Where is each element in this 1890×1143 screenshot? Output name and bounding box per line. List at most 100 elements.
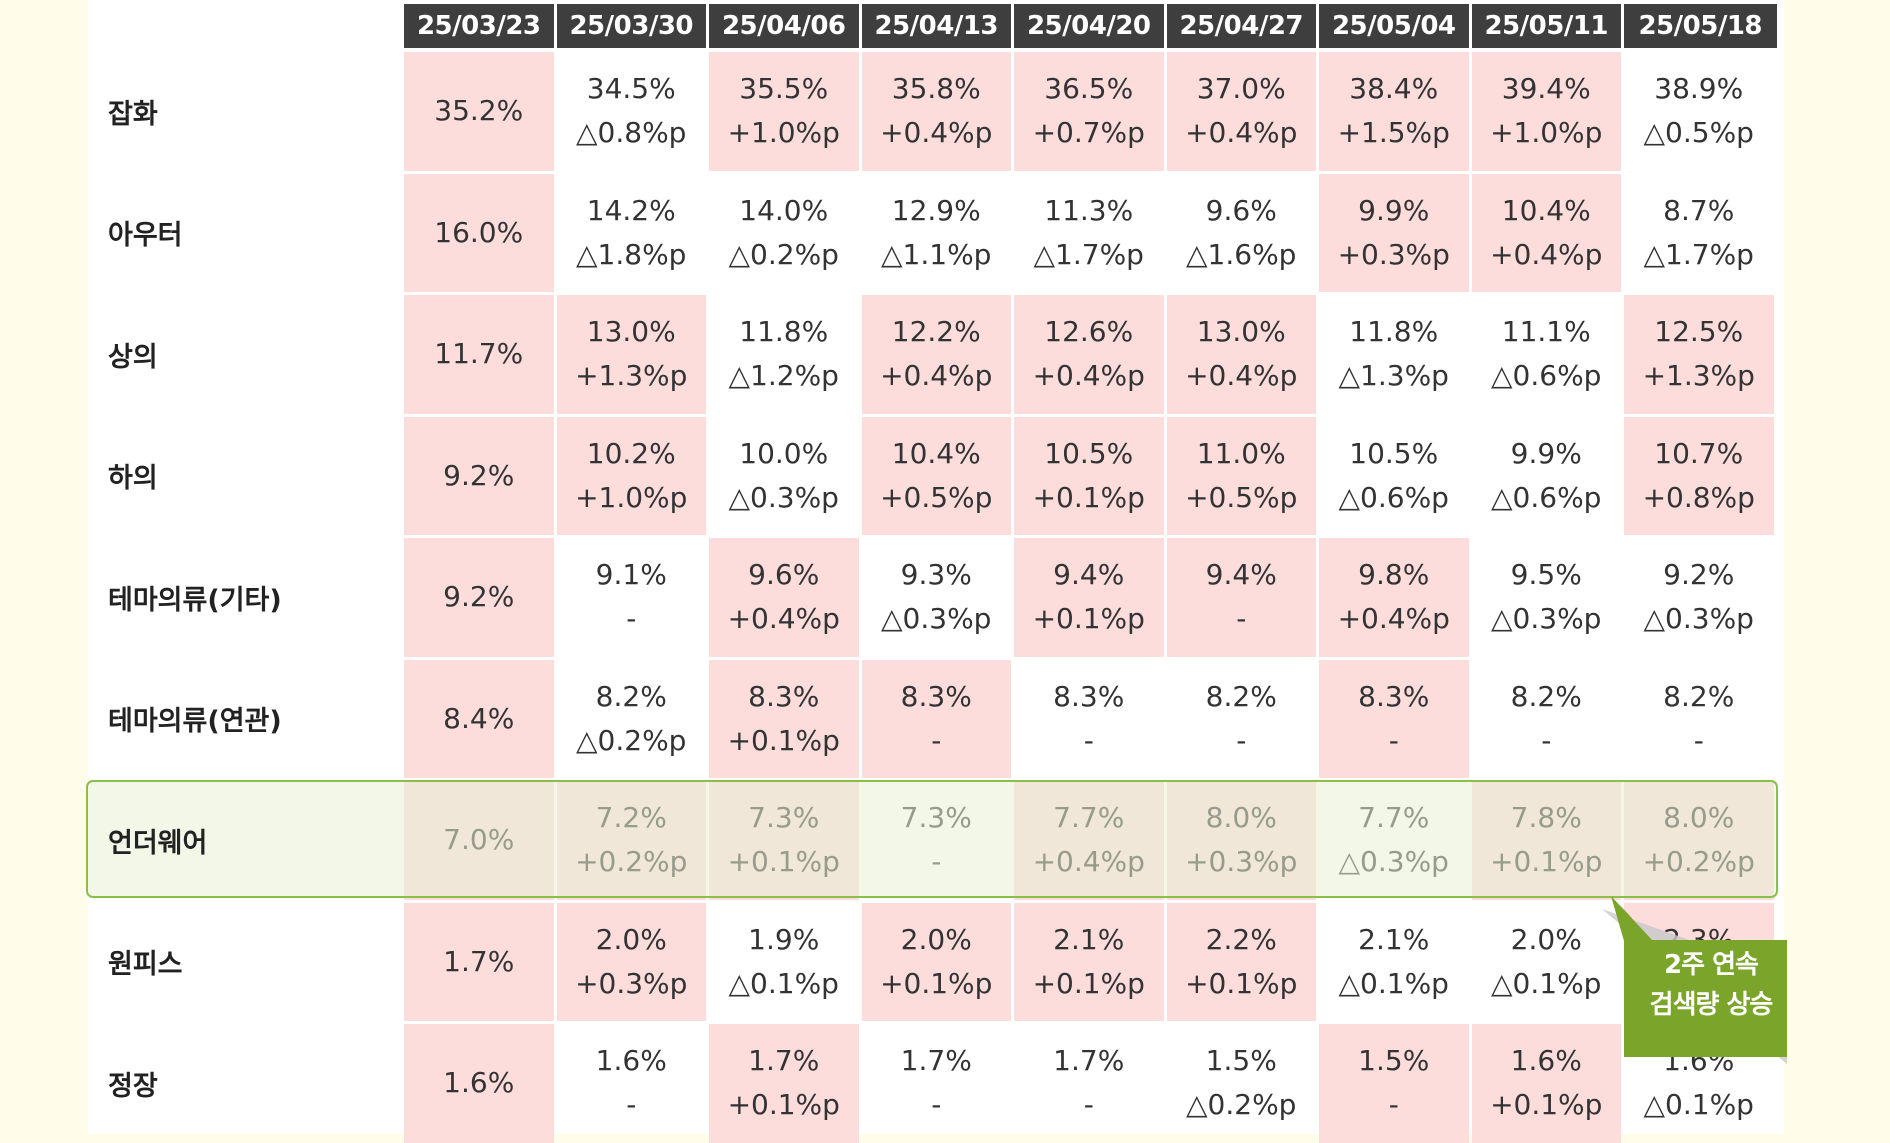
table-cell: 1.5% - [1319, 1024, 1469, 1143]
table-cell: 11.7% [404, 295, 554, 414]
table-cell: 8.7% △1.7%p [1624, 174, 1774, 293]
cell-value: 2.0% [595, 922, 667, 956]
cell-value: 9.2% [443, 458, 515, 492]
cell-change: - [1388, 1088, 1399, 1122]
table-cell: 34.5% △0.8%p [557, 52, 707, 171]
table-cell: 9.3% △0.3%p [862, 538, 1012, 657]
column-header: 25/04/13 [861, 4, 1011, 48]
cell-value: 2.0% [900, 922, 972, 956]
row-label: 상의 [108, 341, 158, 373]
table-cell: 1.5% △0.2%p [1167, 1024, 1317, 1143]
cell-value: 11.8% [739, 315, 829, 349]
cell-change: △0.1%p [1338, 966, 1449, 1000]
cell-change: △1.7%p [1643, 237, 1754, 271]
table-cell: 10.7% +0.8%p [1624, 416, 1774, 535]
cell-change: △1.7%p [1033, 237, 1144, 271]
cell-value: 13.0% [1196, 315, 1286, 349]
cell-change: △0.3%p [728, 480, 839, 514]
cell-change: +1.0%p [575, 480, 688, 514]
cell-change: △0.3%p [1491, 602, 1602, 636]
cell-value: 9.9% [1510, 436, 1582, 470]
cell-value: 1.9% [748, 922, 820, 956]
cell-change: +0.1%p [1032, 966, 1145, 1000]
cell-change: - [931, 723, 942, 757]
table-cell: 1.7% - [862, 1024, 1012, 1143]
cell-change: - [1083, 723, 1094, 757]
cell-change: +1.5%p [1337, 116, 1450, 150]
cell-value: 8.3% [1053, 679, 1125, 713]
row-label: 아우터 [108, 220, 183, 252]
table-cell: 9.4% - [1166, 538, 1316, 657]
table-cell: 9.6% △1.6%p [1167, 174, 1317, 293]
table-cell: 35.2% [404, 52, 554, 171]
cell-change: +0.4%p [1337, 602, 1450, 636]
cell-value: 14.0% [739, 193, 829, 227]
cell-change: - [1693, 723, 1704, 757]
row-label: 테마의류(연관) [108, 706, 282, 738]
table-cell: 11.0% +0.5%p [1166, 416, 1316, 535]
cell-change: +0.4%p [727, 602, 840, 636]
cell-change: △0.2%p [728, 237, 839, 271]
table-cell: 11.8% △1.3%p [1319, 295, 1469, 414]
callout-badge: 2주 연속 검색량 상승 [1602, 895, 1787, 1067]
table-cell: 10.5% △0.6%p [1319, 417, 1469, 536]
cell-change: △1.6%p [1186, 237, 1297, 271]
cell-value: 1.5% [1358, 1044, 1430, 1078]
cell-change: +0.4%p [880, 359, 993, 393]
table-cell: 2.1% +0.1%p [1014, 902, 1164, 1021]
cell-change: △1.2%p [728, 359, 839, 393]
cell-value: 1.7% [1053, 1044, 1125, 1078]
table-cell: 9.9% +0.3%p [1319, 173, 1469, 292]
cell-value: 9.1% [595, 558, 667, 592]
cell-value: 9.4% [1053, 558, 1125, 592]
table-cell: 8.2% - [1624, 660, 1774, 779]
cell-change: △0.8%p [576, 116, 687, 150]
table-cell: 13.0% +0.4%p [1166, 295, 1316, 414]
cell-value: 2.0% [1510, 922, 1582, 956]
cell-value: 9.2% [1663, 558, 1735, 592]
cell-change: +0.4%p [1185, 359, 1298, 393]
table-cell: 14.2% △1.8%p [557, 174, 707, 293]
callout-line-1: 2주 연속 [1664, 950, 1759, 980]
cell-change: +0.1%p [1032, 480, 1145, 514]
table-cell: 11.1% △0.6%p [1472, 295, 1622, 414]
table-cell: 13.0% +1.3%p [556, 295, 706, 414]
row-label: 정장 [108, 1070, 158, 1102]
cell-change: △0.6%p [1491, 359, 1602, 393]
table-cell: 9.6% +0.4%p [709, 538, 859, 657]
cell-value: 8.2% [1663, 679, 1735, 713]
cell-value: 10.0% [739, 436, 829, 470]
table-cell: 2.0% △0.1%p [1472, 903, 1622, 1022]
table-cell: 9.4% +0.1%p [1014, 538, 1164, 657]
table-cell: 38.9% △0.5%p [1624, 52, 1774, 171]
cell-value: 8.3% [900, 679, 972, 713]
column-header: 25/05/18 [1624, 4, 1777, 48]
table-cell: 14.0% △0.2%p [709, 174, 859, 293]
table-cell: 35.8% +0.4%p [861, 52, 1011, 171]
cell-value: 10.5% [1349, 436, 1439, 470]
table-cell: 2.2% +0.1%p [1166, 902, 1316, 1021]
cell-value: 1.7% [900, 1044, 972, 1078]
table-cell: 1.6% +0.1%p [1471, 1024, 1621, 1143]
cell-value: 8.7% [1663, 193, 1735, 227]
table-cell: 1.6% [404, 1024, 554, 1143]
table-cell: 36.5% +0.7%p [1014, 52, 1164, 171]
cell-change: +0.3%p [1337, 237, 1450, 271]
row-label: 언더웨어 [108, 827, 208, 859]
column-header: 25/05/11 [1471, 4, 1621, 48]
cell-value: 9.3% [900, 558, 972, 592]
cell-value: 35.8% [891, 72, 981, 106]
cell-change: +0.7%p [1032, 116, 1145, 150]
cell-change: +0.4%p [880, 116, 993, 150]
table-cell: 2.0% +0.3%p [556, 902, 706, 1021]
cell-value: 11.7% [434, 337, 524, 371]
table-cell: 39.4% +1.0%p [1471, 52, 1621, 171]
table-cell: 10.4% +0.4%p [1471, 173, 1621, 292]
cell-change: +1.3%p [575, 359, 688, 393]
cell-value: 12.6% [1044, 315, 1134, 349]
cell-value: 9.9% [1358, 193, 1430, 227]
table-cell: 38.4% +1.5%p [1319, 52, 1469, 171]
cell-value: 12.5% [1654, 315, 1744, 349]
cell-value: 38.9% [1654, 72, 1744, 106]
cell-change: +0.1%p [1032, 602, 1145, 636]
